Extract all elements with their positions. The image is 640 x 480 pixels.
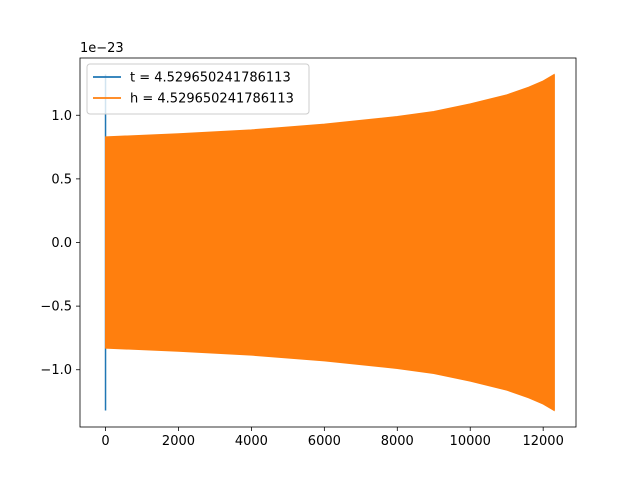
x-tick-label: 4000 xyxy=(235,434,268,449)
y-tick-label: −0.5 xyxy=(40,300,72,315)
legend: t = 4.529650241786113 h = 4.5296502417861… xyxy=(86,63,310,115)
y-tick-label: 0.5 xyxy=(51,172,72,187)
y-tick-label: 1.0 xyxy=(51,109,72,124)
x-tick-label: 2000 xyxy=(162,434,195,449)
y-offset-text: 1e−23 xyxy=(80,41,124,56)
axes: 0 2000 4000 6000 8000 10000 12000 −1.0 −0.5 0.0 0.… xyxy=(40,57,577,449)
plot-area xyxy=(104,73,555,412)
legend-label: h = 4.529650241786113 xyxy=(130,92,294,107)
legend-label: t = 4.529650241786113 xyxy=(130,71,291,86)
series-h-band xyxy=(105,73,555,412)
x-tick-label: 6000 xyxy=(308,434,341,449)
x-tick-label: 0 xyxy=(101,434,109,449)
y-tick-label: −1.0 xyxy=(40,363,72,378)
x-tick-label: 8000 xyxy=(381,434,414,449)
legend-box xyxy=(86,63,310,115)
x-tick-label: 10000 xyxy=(450,434,491,449)
y-tick-label: 0.0 xyxy=(51,236,72,251)
x-tick-label: 12000 xyxy=(522,434,563,449)
